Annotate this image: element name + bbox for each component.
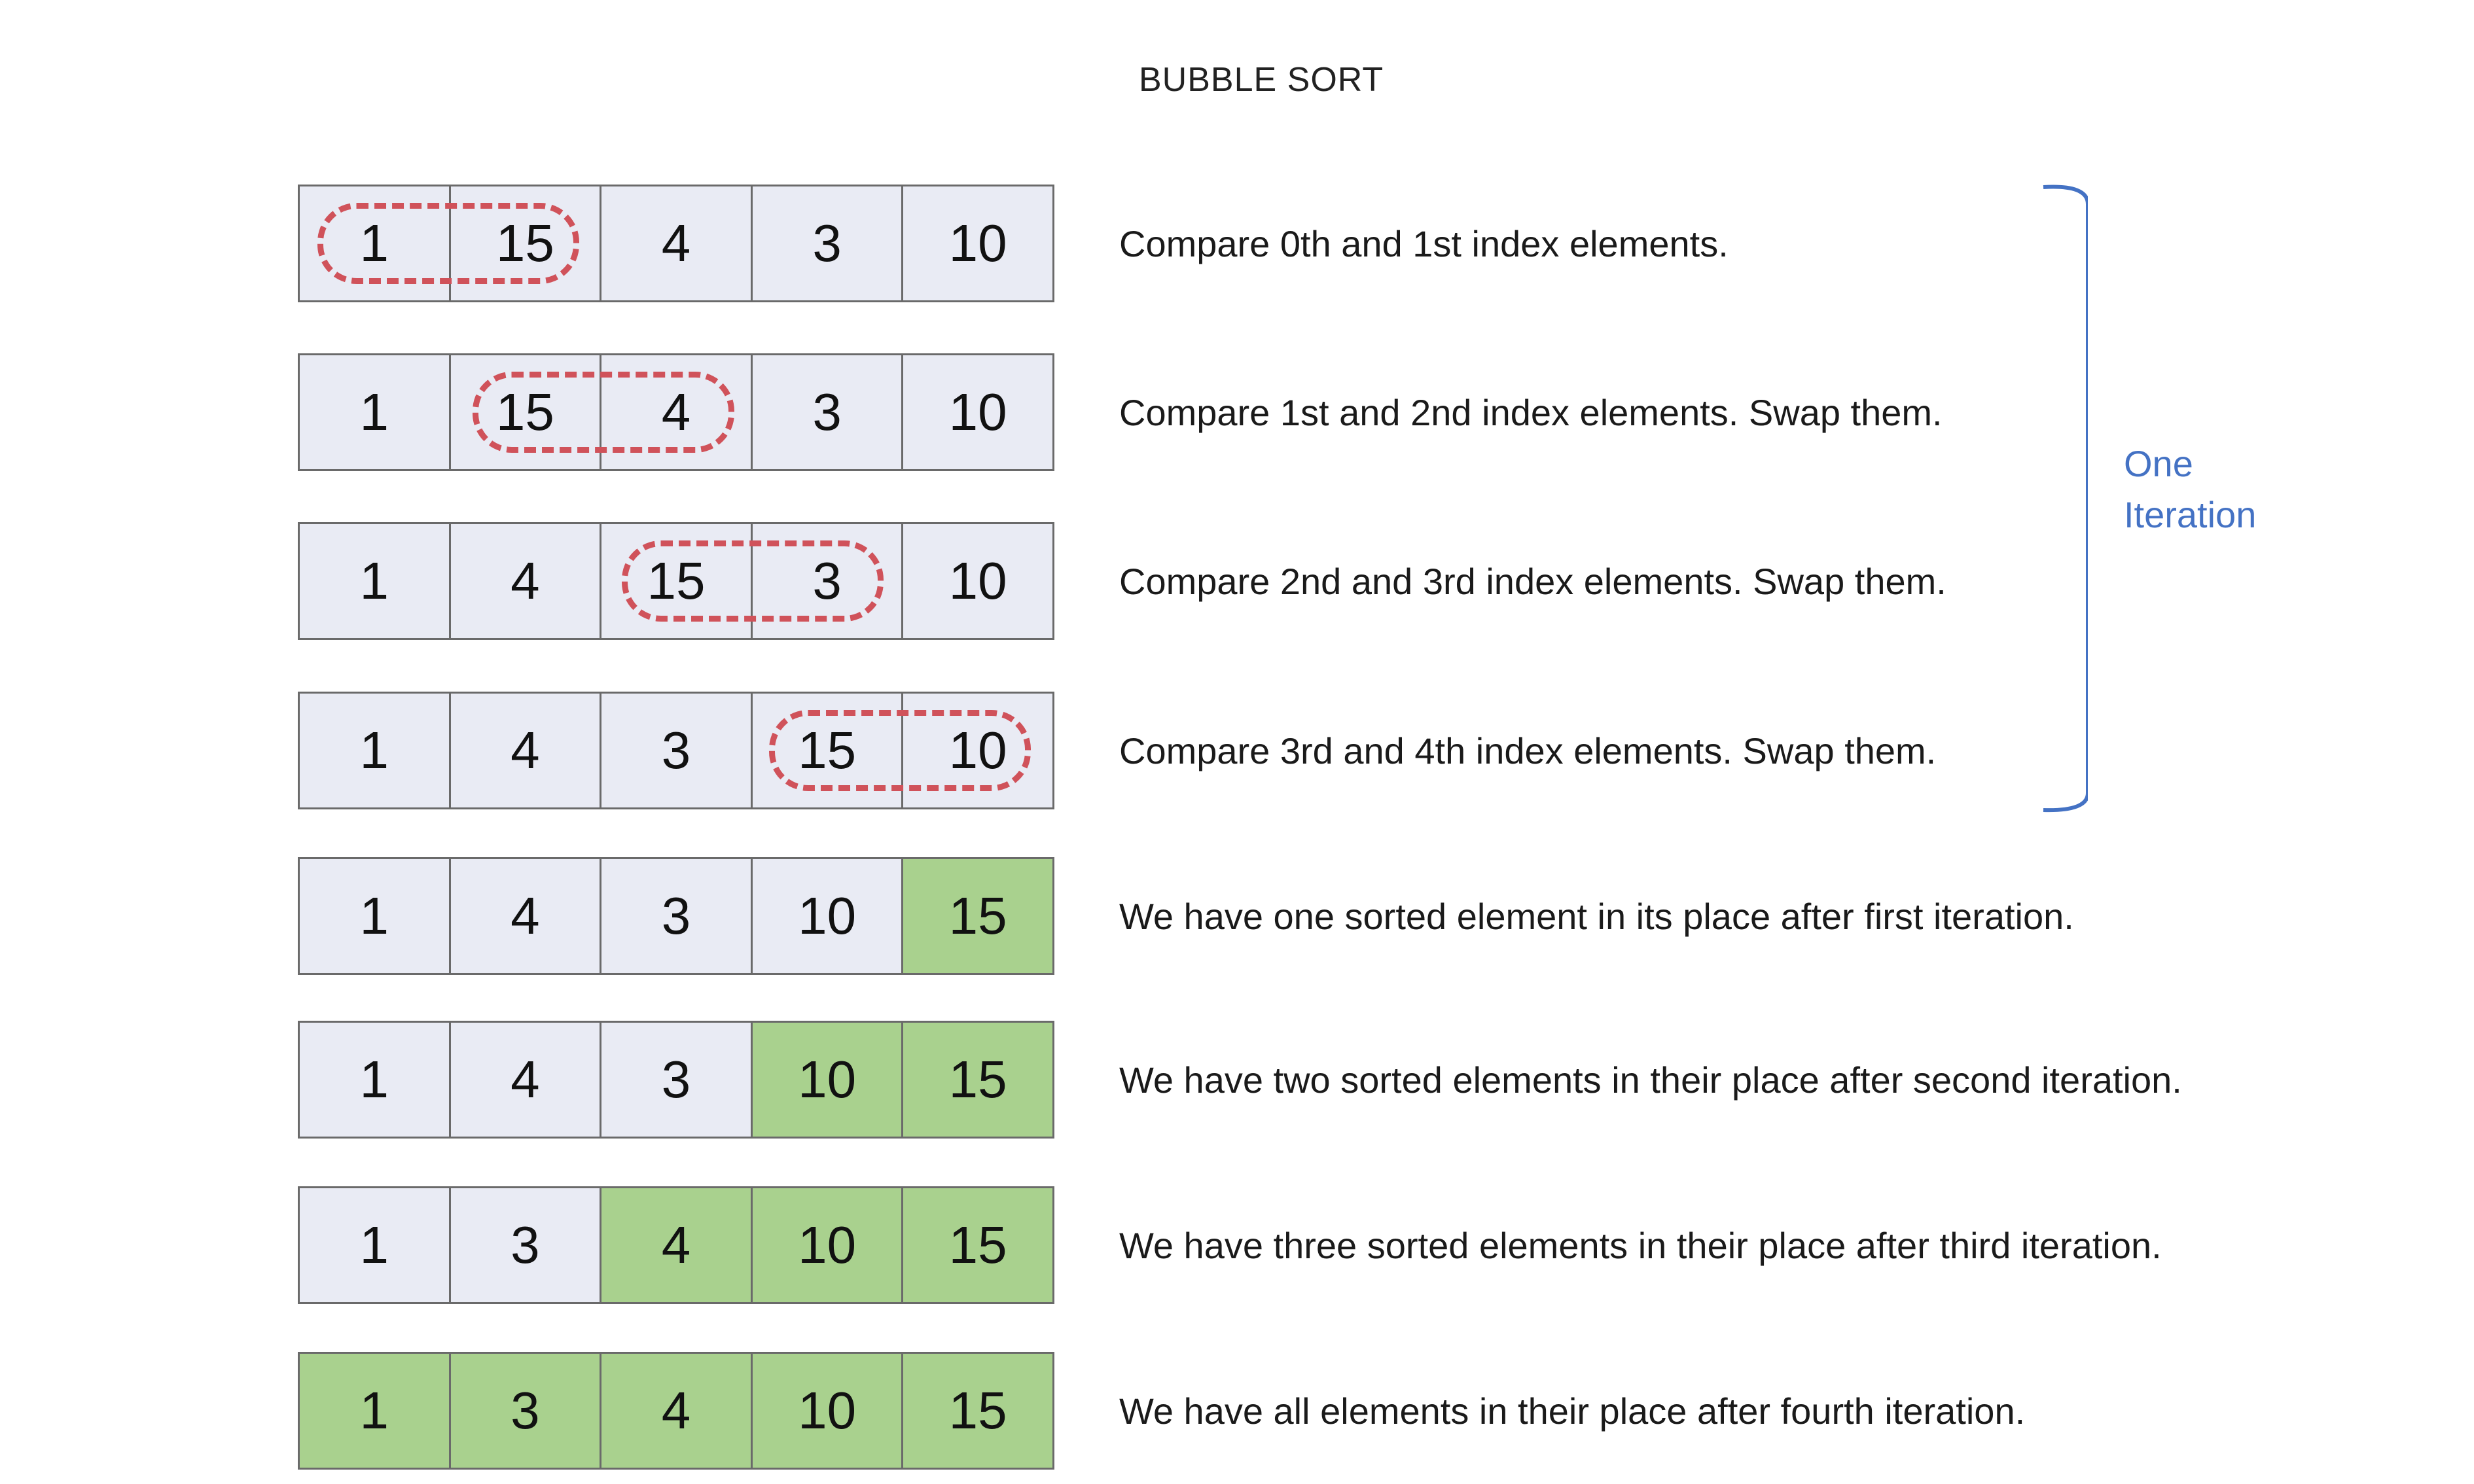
step-description: Compare 2nd and 3rd index elements. Swap… [1119,560,1946,602]
array-cell-0: 1 [300,524,451,638]
array-row-after-third-iteration: 1 3 4 10 15 We have three sorted element… [298,1186,2196,1304]
array-cell-4: 10 [903,355,1052,469]
array-cell-0: 1 [300,355,451,469]
array-cell-1: 4 [450,524,602,638]
array-cell-4: 10 [903,694,1052,807]
array-row-after-second-iteration: 1 4 3 10 15 We have two sorted elements … [298,1021,2196,1139]
iteration-bracket [2043,185,2088,813]
iteration-label-line2: Iteration [2124,494,2257,535]
sorted-cell-0: 1 [300,1354,451,1468]
sorted-cell-4: 15 [903,1354,1052,1468]
array-cell-3: 3 [752,355,904,469]
array-cell-4: 10 [903,524,1052,638]
sorted-cell-2: 4 [601,1354,753,1468]
array-cell-1: 15 [450,355,602,469]
array-cell-2: 3 [601,859,753,973]
array-cell-2: 15 [601,524,753,638]
step-description: Compare 0th and 1st index elements. [1119,222,1729,264]
array-cell-0: 1 [300,186,451,300]
array-cells: 1 4 3 15 10 [298,692,1054,809]
array-cells: 1 15 4 3 10 [298,353,1054,471]
array-cells: 1 3 4 10 15 [298,1186,1054,1304]
step-description: Compare 1st and 2nd index elements. Swap… [1119,391,1943,433]
array-cells: 1 4 3 10 15 [298,857,1054,975]
step-description: Compare 3rd and 4th index elements. Swap… [1119,730,1937,771]
sorted-cell-4: 15 [903,1023,1052,1137]
step-description: We have two sorted elements in their pla… [1119,1059,2182,1101]
array-cells: 1 4 15 3 10 [298,522,1054,640]
array-row-compare-0-1: 1 15 4 3 10 Compare 0th and 1st index el… [298,185,2196,302]
array-cell-0: 1 [300,859,451,973]
array-cell-3: 15 [752,694,904,807]
sorted-cell-4: 15 [903,1188,1052,1302]
sorted-cell-3: 10 [752,1023,904,1137]
array-cell-3: 3 [752,524,904,638]
sorted-cell-4: 15 [903,859,1052,973]
step-description: We have one sorted element in its place … [1119,895,2074,937]
array-row-compare-2-3: 1 4 15 3 10 Compare 2nd and 3rd index el… [298,522,2196,640]
array-cell-2: 3 [601,1023,753,1137]
array-row-after-first-iteration: 1 4 3 10 15 We have one sorted element i… [298,857,2196,975]
bracket-line [2043,185,2088,813]
sorted-cell-3: 10 [752,1188,904,1302]
array-row-compare-3-4: 1 4 3 15 10 Compare 3rd and 4th index el… [298,692,2196,809]
array-cell-0: 1 [300,1023,451,1137]
array-cell-1: 15 [450,186,602,300]
step-description: We have all elements in their place afte… [1119,1390,2026,1432]
array-cell-2: 4 [601,186,753,300]
array-cell-1: 4 [450,694,602,807]
step-description: We have three sorted elements in their p… [1119,1224,2162,1266]
array-cell-0: 1 [300,694,451,807]
array-cell-4: 10 [903,186,1052,300]
array-row-compare-1-2: 1 15 4 3 10 Compare 1st and 2nd index el… [298,353,2196,471]
array-cell-1: 4 [450,1023,602,1137]
iteration-label-line1: One [2124,443,2193,484]
sorted-cell-1: 3 [450,1354,602,1468]
array-cell-2: 3 [601,694,753,807]
sorted-cell-2: 4 [601,1188,753,1302]
array-cell-3: 10 [752,859,904,973]
array-cell-2: 4 [601,355,753,469]
array-cells: 1 3 4 10 15 [298,1352,1054,1470]
diagram-title: BUBBLE SORT [1139,61,1384,99]
array-row-after-fourth-iteration: 1 3 4 10 15 We have all elements in thei… [298,1352,2196,1470]
array-cells: 1 15 4 3 10 [298,185,1054,302]
array-cell-3: 3 [752,186,904,300]
iteration-label: One Iteration [2124,438,2320,540]
array-cell-0: 1 [300,1188,451,1302]
array-cell-1: 3 [450,1188,602,1302]
array-cell-1: 4 [450,859,602,973]
sorted-cell-3: 10 [752,1354,904,1468]
array-cells: 1 4 3 10 15 [298,1021,1054,1139]
